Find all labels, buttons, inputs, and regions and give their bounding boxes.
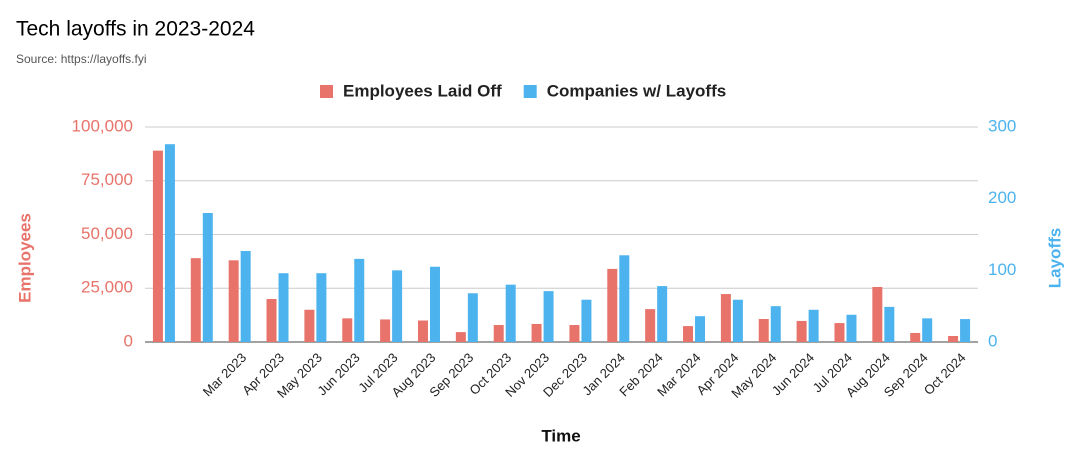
bar [342, 318, 353, 342]
bar [607, 268, 618, 342]
y-axis-title: Employees [15, 213, 34, 303]
y-tick-label: 75,000 [81, 170, 133, 189]
x-tick-label: Jun 2023 [314, 350, 362, 398]
x-axis-title: Time [541, 426, 580, 445]
bar [316, 273, 327, 342]
bar [266, 299, 277, 342]
bar [417, 320, 428, 342]
y2-tick-label: 200 [988, 188, 1016, 207]
bar [304, 309, 315, 342]
y2-tick-label: 0 [988, 331, 997, 350]
bar [581, 299, 592, 342]
bar [354, 258, 365, 342]
bar [884, 306, 895, 342]
chart-title: Tech layoffs in 2023-2024 [16, 18, 255, 41]
bar [531, 323, 542, 342]
bar [152, 150, 163, 342]
y2-tick-label: 300 [988, 116, 1016, 135]
x-tick-label: Jun 2024 [769, 350, 817, 398]
x-tick-label: Oct 2024 [921, 350, 969, 398]
bar [493, 325, 504, 342]
bar [190, 258, 201, 342]
y-tick-label: 0 [124, 331, 133, 350]
legend-swatch [523, 85, 537, 98]
bar [505, 284, 516, 342]
bar [872, 286, 883, 342]
chart-subtitle: Source: https://layoffs.fyi [16, 52, 147, 66]
y-tick-label: 50,000 [81, 224, 133, 243]
bar [278, 273, 289, 342]
bar [164, 144, 175, 342]
bar [429, 266, 440, 342]
legend-label: Employees Laid Off [343, 81, 502, 100]
bar [846, 314, 857, 342]
bar [543, 291, 554, 342]
bar [467, 293, 478, 342]
bar [240, 250, 251, 342]
bar [202, 213, 213, 342]
bar [720, 294, 731, 342]
y-tick-label: 100,000 [72, 116, 133, 135]
bar [645, 309, 656, 342]
bar [695, 316, 706, 342]
y-tick-label: 25,000 [81, 278, 133, 297]
bar [619, 255, 630, 342]
bar [455, 332, 466, 342]
bar [392, 270, 403, 342]
bar [960, 319, 971, 342]
bar [380, 319, 391, 342]
bar [732, 299, 743, 342]
bar [569, 325, 580, 342]
bar [657, 286, 668, 342]
bar [808, 309, 819, 342]
bar [834, 323, 845, 342]
bar [758, 318, 769, 342]
y2-tick-label: 100 [988, 260, 1016, 279]
y2-axis-title: Layoffs [1045, 228, 1064, 288]
bar [910, 332, 921, 342]
legend-label: Companies w/ Layoffs [547, 81, 726, 100]
x-tick-label: Mar 2023 [200, 350, 249, 399]
bar [948, 335, 959, 342]
bar [796, 320, 807, 342]
bar [228, 260, 239, 342]
bar [683, 326, 694, 342]
bar [770, 306, 781, 342]
legend-swatch [320, 85, 333, 98]
bar [922, 318, 933, 342]
